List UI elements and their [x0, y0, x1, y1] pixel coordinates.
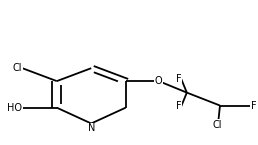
Text: HO: HO	[7, 103, 22, 113]
Text: F: F	[176, 74, 182, 84]
Text: F: F	[176, 101, 182, 111]
Text: Cl: Cl	[13, 63, 22, 73]
Text: Cl: Cl	[213, 120, 222, 130]
Text: F: F	[251, 100, 256, 110]
Text: O: O	[155, 76, 163, 86]
Text: N: N	[87, 124, 95, 134]
